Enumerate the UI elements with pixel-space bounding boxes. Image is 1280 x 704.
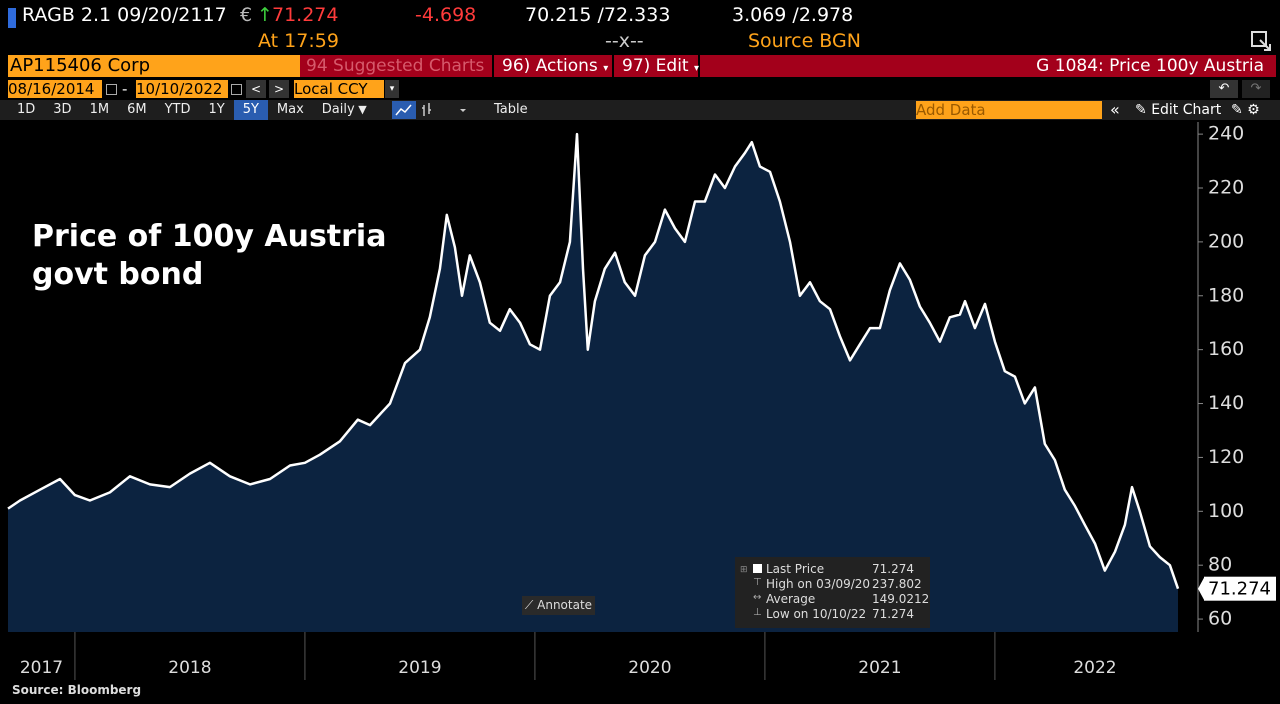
legend-label: Average: [766, 592, 816, 606]
y-tick-label: 220: [1208, 177, 1244, 199]
calendar-icon[interactable]: [231, 84, 242, 95]
legend-series-name: Last Price: [766, 562, 825, 576]
time: At 17:59: [258, 30, 339, 52]
bid-ask: 70.215 /72.333: [525, 4, 671, 26]
legend-icon: ↔: [753, 592, 762, 603]
collapse-button[interactable]: «: [1110, 100, 1120, 119]
legend-icon: ⊤: [753, 577, 762, 588]
y-tick-label: 100: [1208, 500, 1244, 522]
period-button[interactable]: 3D: [53, 102, 72, 117]
dropdown[interactable]: ▾: [385, 80, 399, 98]
legend-box: Last Price 71.274 ⊤ High on 03/09/20 237.8…: [735, 557, 930, 628]
function-title: G 1084: Price 100y Austria: [1036, 56, 1264, 76]
add-data-input[interactable]: Add Data: [916, 101, 1102, 119]
x-tick-label: 2018: [168, 658, 211, 678]
dropdown-arrow: ▼: [354, 103, 367, 116]
undo-button[interactable]: ↶: [1210, 80, 1238, 98]
y-tick-label: 160: [1208, 338, 1244, 360]
source: Source BGN: [748, 30, 861, 52]
annotation: Price of 100y Austria govt bond: [32, 219, 387, 292]
actions-menu[interactable]: 96) Actions ▾: [492, 55, 612, 77]
x-tick-label: 2021: [858, 658, 901, 678]
prev-button[interactable]: <: [246, 80, 266, 98]
edit-label: 97) Edit: [622, 56, 689, 76]
suggested-charts[interactable]: 94 Suggested Charts: [306, 56, 485, 76]
legend-value: 149.0212: [872, 592, 930, 606]
edit-chart-button[interactable]: ✎ Edit Chart: [1135, 102, 1222, 118]
command-bar: [300, 55, 1276, 77]
legend-grip: ⊞: [740, 565, 748, 575]
last-value-box: [1204, 576, 1276, 601]
y-tick-label: 180: [1208, 284, 1244, 306]
yields: 3.069 /2.978: [732, 4, 854, 26]
legend-value: 71.274: [872, 607, 914, 621]
legend-icon: ⊥: [753, 607, 762, 618]
y-tick-label: 80: [1208, 554, 1232, 576]
period-button[interactable]: 1M: [89, 102, 110, 117]
period-button[interactable]: 1Y: [208, 102, 225, 117]
up-arrow: ↑: [257, 4, 273, 26]
source-note: Source: Bloomberg: [12, 683, 142, 697]
legend-value: 237.802: [872, 577, 922, 591]
y-tick-label: 200: [1208, 230, 1244, 252]
volume: --x--: [605, 30, 644, 52]
end-date[interactable]: 10/10/2022: [136, 80, 228, 98]
change: -4.698: [415, 4, 477, 26]
annotate-button[interactable]: ⟋ Annotate: [522, 596, 595, 615]
period-button[interactable]: 6M: [127, 102, 147, 117]
table-button[interactable]: Table: [494, 102, 528, 117]
last-value-label: 71.274: [1208, 579, 1271, 600]
redo-button[interactable]: ↷: [1242, 80, 1270, 98]
x-tick-label: 2019: [398, 658, 441, 678]
period-buttons: 1D 3D 1M 6M YTD 1Y 5Y Max Daily ▼: [8, 100, 376, 120]
y-tick-label: 140: [1208, 392, 1244, 414]
y-tick-label: 120: [1208, 446, 1244, 468]
status-marker: [8, 8, 16, 28]
x-tick-label: 2022: [1073, 658, 1116, 678]
edit-chart-label: Edit Chart: [1151, 102, 1222, 118]
legend-last-value: 71.274: [872, 562, 914, 576]
period-button[interactable]: YTD: [164, 102, 191, 117]
actions-label: 96) Actions: [502, 56, 598, 76]
window-icon[interactable]: [1250, 30, 1274, 52]
chart-type-icons[interactable]: [390, 100, 480, 120]
settings-icons[interactable]: ✎ ⚙: [1231, 102, 1260, 118]
area-fill: [8, 134, 1178, 632]
last-price: 71.274: [272, 4, 339, 26]
y-tick-label: 60: [1208, 608, 1232, 630]
currency: €: [240, 4, 253, 26]
edit-menu[interactable]: 97) Edit ▾: [612, 55, 700, 77]
period-button[interactable]: Daily ▼: [321, 102, 367, 117]
next-button[interactable]: >: [269, 80, 289, 98]
price-line: [7, 132, 1180, 590]
date-dash: -: [122, 80, 128, 98]
x-tick-label: 2017: [20, 658, 63, 678]
currency-select[interactable]: Local CCY: [294, 80, 384, 98]
legend-label: High on 03/09/20: [766, 577, 871, 591]
period-button[interactable]: 5Y: [233, 100, 268, 120]
last-value-tag: 71.274: [1198, 576, 1276, 601]
annotate-label: Annotate: [537, 598, 593, 612]
legend-swatch: [753, 564, 762, 573]
period-button[interactable]: Max: [276, 102, 304, 117]
last-value-pointer: [1198, 577, 1204, 600]
period-button[interactable]: 1D: [17, 102, 36, 117]
legend-label: Low on 10/10/22: [766, 607, 867, 621]
calendar-icon[interactable]: [106, 84, 117, 95]
security-input[interactable]: AP115406 Corp: [8, 55, 300, 77]
y-tick-label: 240: [1208, 123, 1244, 145]
start-date[interactable]: 08/16/2014: [8, 80, 102, 98]
ticker: RAGB 2.1 09/20/2117: [22, 4, 227, 26]
x-tick-label: 2020: [628, 658, 671, 678]
